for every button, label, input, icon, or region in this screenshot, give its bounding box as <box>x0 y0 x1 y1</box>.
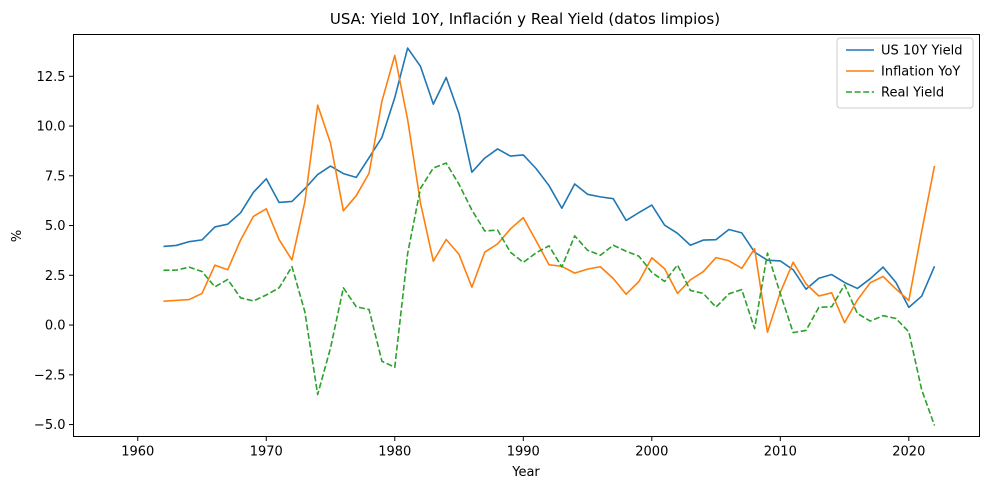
x-tick-label: 2010 <box>764 445 797 460</box>
legend-box <box>836 37 974 109</box>
x-tick-label: 1990 <box>507 445 540 460</box>
x-tick-label: 1960 <box>121 445 154 460</box>
y-tick-label: 0.0 <box>45 319 66 334</box>
x-tick-label: 1980 <box>378 445 411 460</box>
y-axis-label: % <box>10 230 25 242</box>
series-line-real-yield <box>163 162 936 426</box>
series-line-inflation-yoy <box>163 54 936 334</box>
legend: US 10Y Yield Inflation YoY Real Yield <box>836 37 974 109</box>
y-tick-label: 2.5 <box>45 269 66 284</box>
legend-label: Inflation YoY <box>881 65 960 80</box>
y-tick-label: −5.0 <box>34 418 66 433</box>
series-line-us-10y-yield <box>163 47 936 309</box>
plot-frame <box>73 34 980 437</box>
legend-label: US 10Y Yield <box>881 44 962 59</box>
x-tick-label: 2000 <box>635 445 668 460</box>
x-tick-label: 1970 <box>250 445 283 460</box>
x-axis-label: Year <box>511 465 540 480</box>
y-tick-label: 7.5 <box>45 169 66 184</box>
y-tick-label: 10.0 <box>37 120 66 135</box>
y-tick-label: −2.5 <box>34 368 66 383</box>
x-tick-label: 2020 <box>892 445 925 460</box>
chart-title: USA: Yield 10Y, Inflación y Real Yield (… <box>330 10 720 28</box>
y-tick-label: 12.5 <box>37 70 66 85</box>
y-tick-label: 5.0 <box>45 219 66 234</box>
legend-label: Real Yield <box>881 86 944 101</box>
